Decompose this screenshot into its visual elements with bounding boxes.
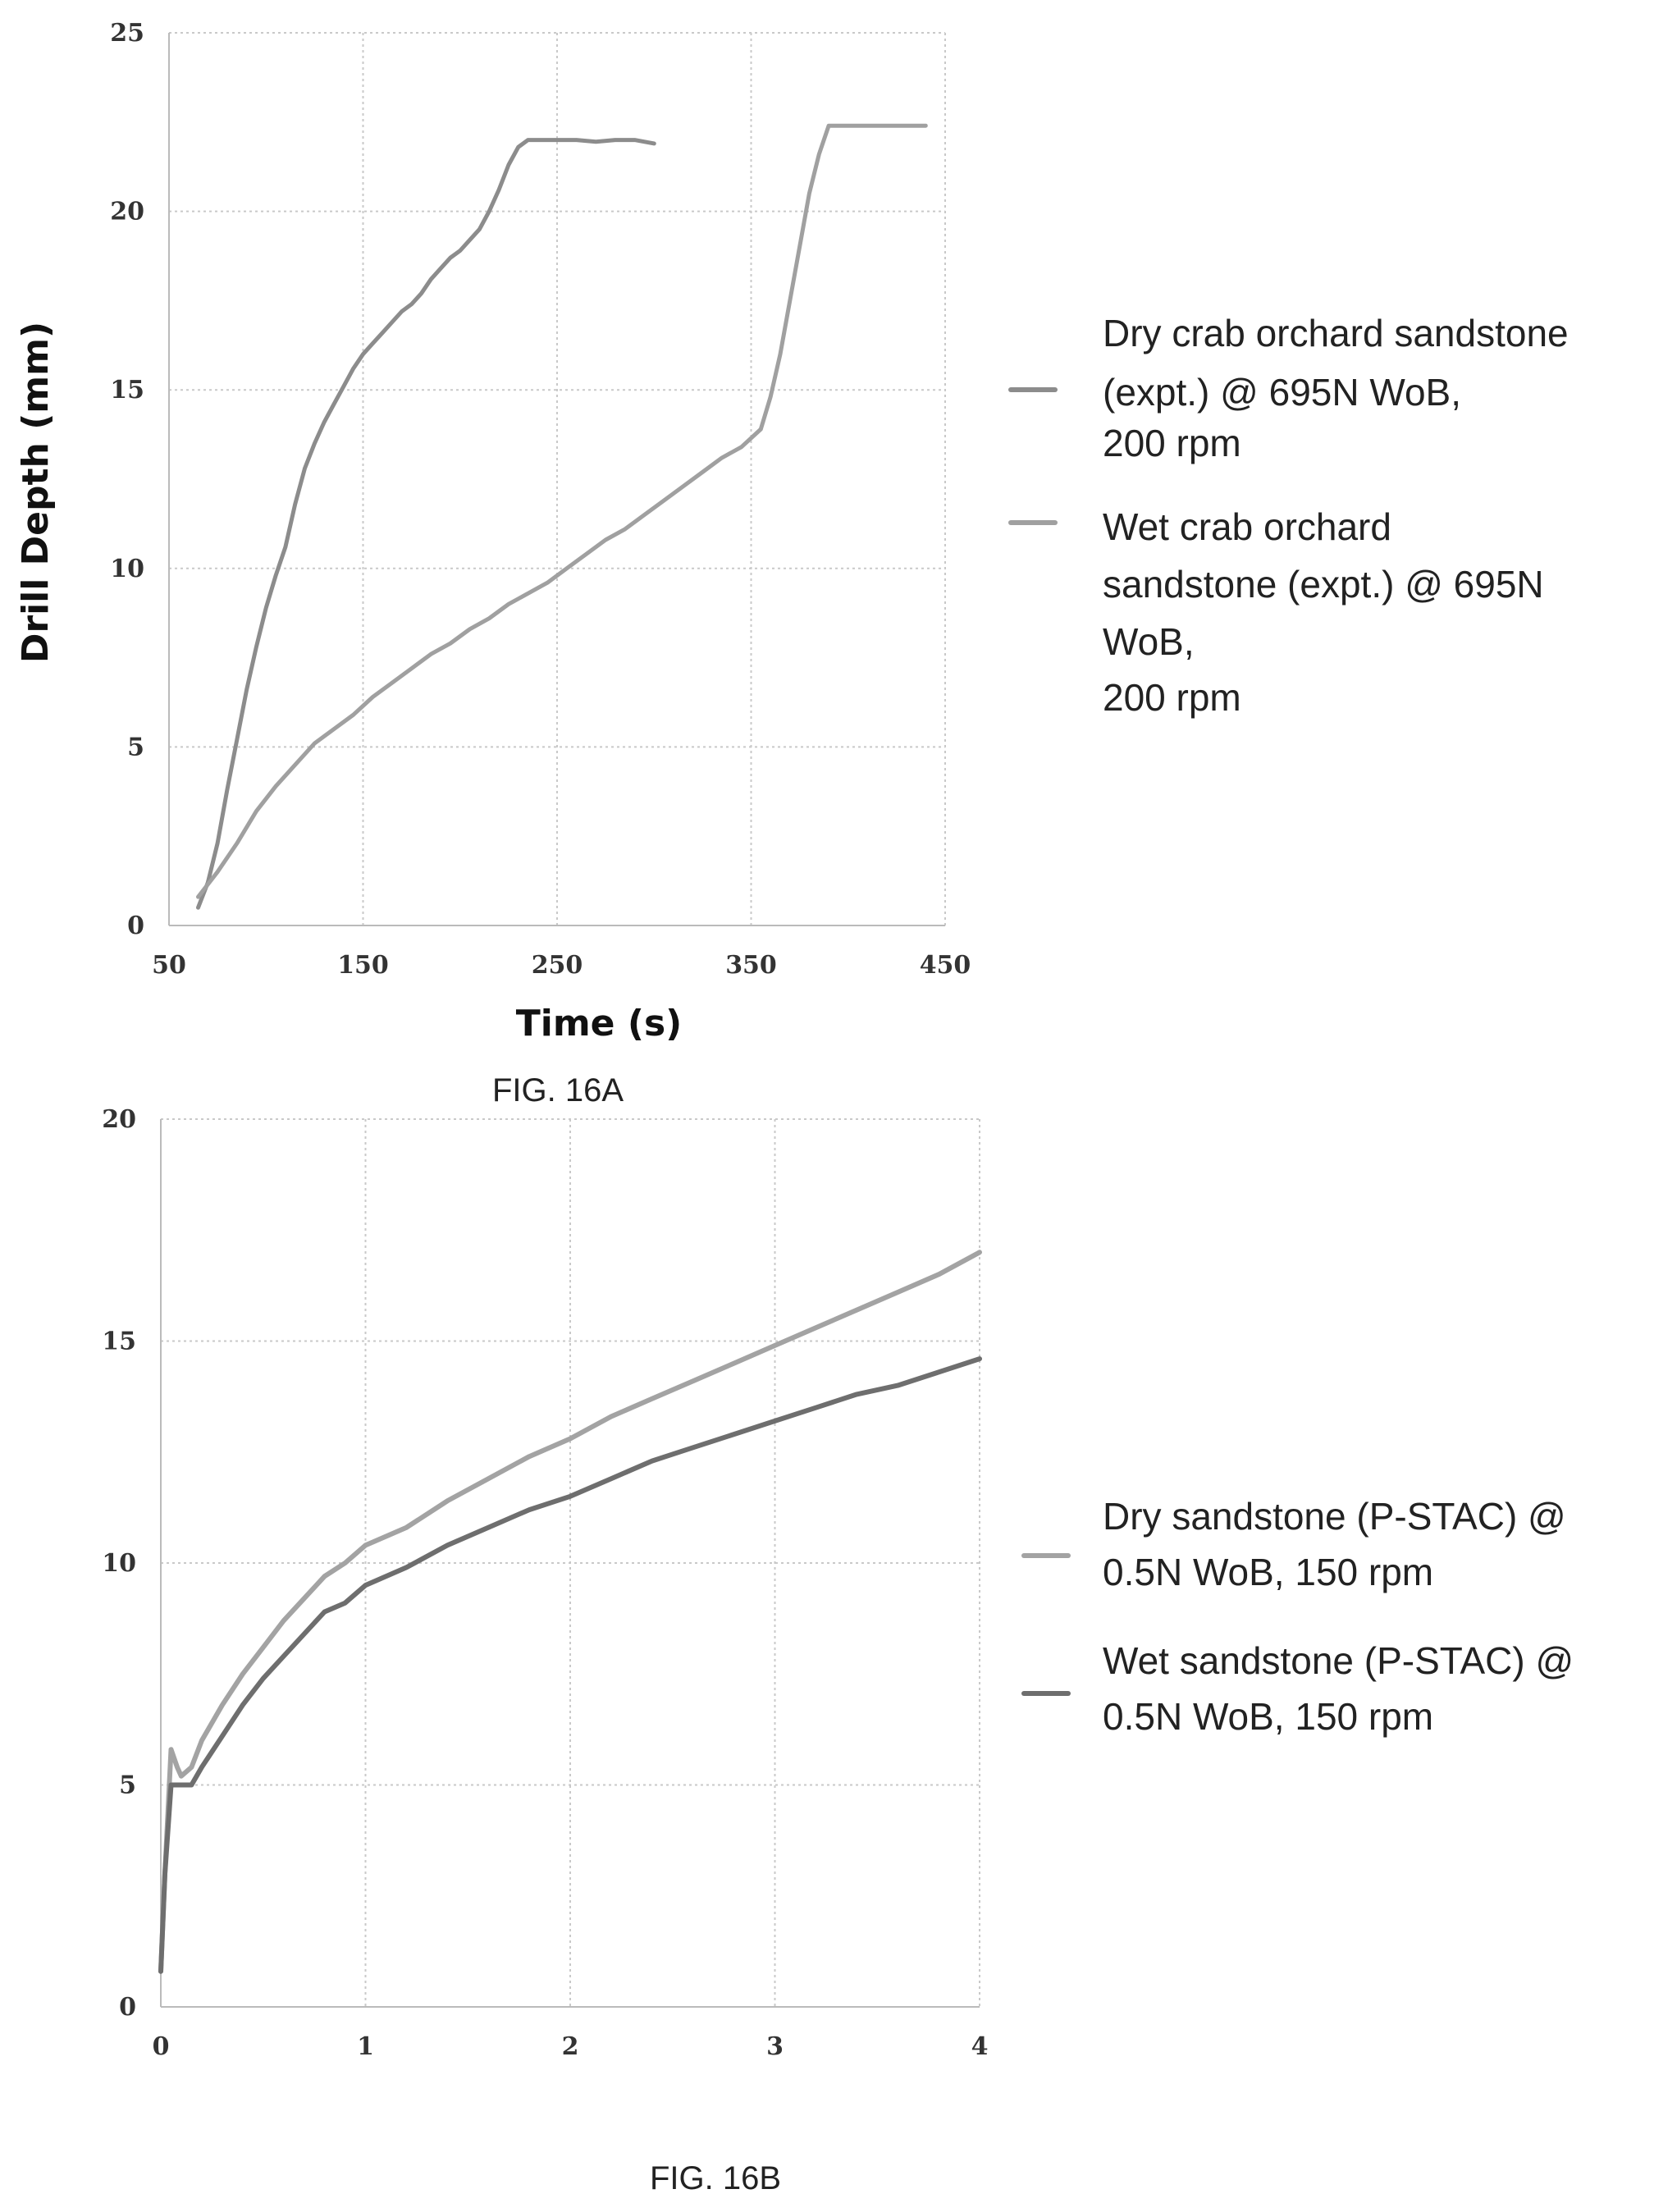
legend-label-dry-sandstone-pstac: Dry sandstone (P-STAC) @ 0.5N WoB, 150 r… bbox=[1103, 1495, 1577, 1593]
chart-b-axes bbox=[160, 1119, 980, 2008]
legend-label-line: Dry sandstone (P-STAC) @ bbox=[1103, 1495, 1566, 1538]
y-tick-label: 20 bbox=[110, 198, 144, 226]
chart-fig-16a: 0 5 10 15 20 25 50 150 250 350 450 Drill Depth (m… bbox=[15, 19, 1579, 1108]
chart-a-y-axis-title: Drill Depth (mm) bbox=[15, 322, 57, 663]
x-tick-label: 2 bbox=[562, 2032, 579, 2061]
y-tick-label: 10 bbox=[110, 555, 144, 583]
legend-label-wet-crab-orchard: Wet crab orchard sandstone (expt.) @ 695… bbox=[1103, 505, 1554, 719]
y-tick-label: 15 bbox=[110, 376, 144, 404]
legend-label-line: sandstone (expt.) @ 695N bbox=[1103, 563, 1544, 606]
legend-label-line: (expt.) @ 695N WoB, bbox=[1103, 371, 1461, 414]
legend-label-line: Wet crab orchard bbox=[1103, 505, 1391, 548]
chart-a-x-tick-labels: 50 150 250 350 450 bbox=[152, 951, 971, 980]
legend-label-wet-sandstone-pstac: Wet sandstone (P-STAC) @ 0.5N WoB, 150 r… bbox=[1103, 1639, 1584, 1738]
chart-b-legend: Dry sandstone (P-STAC) @ 0.5N WoB, 150 r… bbox=[1021, 1495, 1584, 1738]
legend-item-dry-sandstone-pstac: Dry sandstone (P-STAC) @ 0.5N WoB, 150 r… bbox=[1021, 1495, 1577, 1593]
x-tick-label: 4 bbox=[971, 2032, 989, 2061]
x-tick-label: 0 bbox=[153, 2032, 170, 2061]
legend-label-line: WoB, bbox=[1103, 620, 1195, 663]
chart-b-x-tick-labels: 0 1 2 3 4 bbox=[153, 2032, 989, 2061]
chart-a-gridlines bbox=[169, 32, 946, 925]
chart-b-caption: FIG. 16B bbox=[650, 2160, 781, 2196]
chart-b-series bbox=[158, 1250, 982, 1974]
y-tick-label: 5 bbox=[127, 733, 144, 761]
legend-label-line: Dry crab orchard sandstone bbox=[1103, 312, 1569, 354]
legend-label-line: Wet sandstone (P-STAC) @ bbox=[1103, 1639, 1574, 1682]
y-tick-label: 15 bbox=[102, 1328, 136, 1356]
legend-label-dry-crab-orchard: Dry crab orchard sandstone (expt.) @ 695… bbox=[1103, 312, 1579, 464]
legend-item-wet-crab-orchard: Wet crab orchard sandstone (expt.) @ 695… bbox=[1008, 505, 1554, 719]
series-line-wet bbox=[158, 1356, 982, 1974]
y-tick-label: 5 bbox=[119, 1771, 136, 1800]
y-tick-label: 0 bbox=[127, 912, 144, 940]
chart-a-y-tick-labels: 0 5 10 15 20 25 bbox=[110, 19, 144, 940]
y-tick-label: 20 bbox=[102, 1105, 136, 1134]
x-tick-label: 350 bbox=[725, 951, 777, 980]
chart-fig-16b: 0 5 10 15 20 0 1 2 3 4 FIG. 16B Dry sandstone (P… bbox=[102, 1105, 1584, 2196]
x-tick-label: 450 bbox=[920, 951, 971, 980]
legend-item-dry-crab-orchard: Dry crab orchard sandstone (expt.) @ 695… bbox=[1008, 312, 1579, 464]
x-tick-label: 50 bbox=[152, 951, 186, 980]
series-line-dry bbox=[158, 1250, 982, 1974]
chart-a-legend: Dry crab orchard sandstone (expt.) @ 695… bbox=[1008, 312, 1579, 719]
chart-b-gridlines bbox=[161, 1118, 980, 2007]
legend-label-line: 0.5N WoB, 150 rpm bbox=[1103, 1551, 1433, 1593]
y-tick-label: 25 bbox=[110, 19, 144, 48]
x-tick-label: 3 bbox=[766, 2032, 784, 2061]
chart-b-y-tick-labels: 0 5 10 15 20 bbox=[102, 1105, 136, 2022]
y-tick-label: 10 bbox=[102, 1549, 136, 1578]
legend-item-wet-sandstone-pstac: Wet sandstone (P-STAC) @ 0.5N WoB, 150 r… bbox=[1021, 1639, 1584, 1738]
legend-label-line: 200 rpm bbox=[1103, 422, 1241, 464]
series-line-wet bbox=[196, 123, 928, 899]
x-tick-label: 150 bbox=[337, 951, 389, 980]
chart-a-x-axis-title: Time (s) bbox=[516, 1003, 683, 1044]
series-line-dry bbox=[196, 138, 656, 910]
chart-a-caption: FIG. 16A bbox=[492, 1072, 624, 1108]
y-tick-label: 0 bbox=[119, 1993, 136, 2022]
legend-label-line: 200 rpm bbox=[1103, 676, 1241, 719]
x-tick-label: 1 bbox=[357, 2032, 374, 2061]
chart-a-series bbox=[196, 123, 928, 910]
x-tick-label: 250 bbox=[532, 951, 583, 980]
chart-a-axes bbox=[168, 33, 945, 926]
legend-label-line: 0.5N WoB, 150 rpm bbox=[1103, 1695, 1433, 1738]
